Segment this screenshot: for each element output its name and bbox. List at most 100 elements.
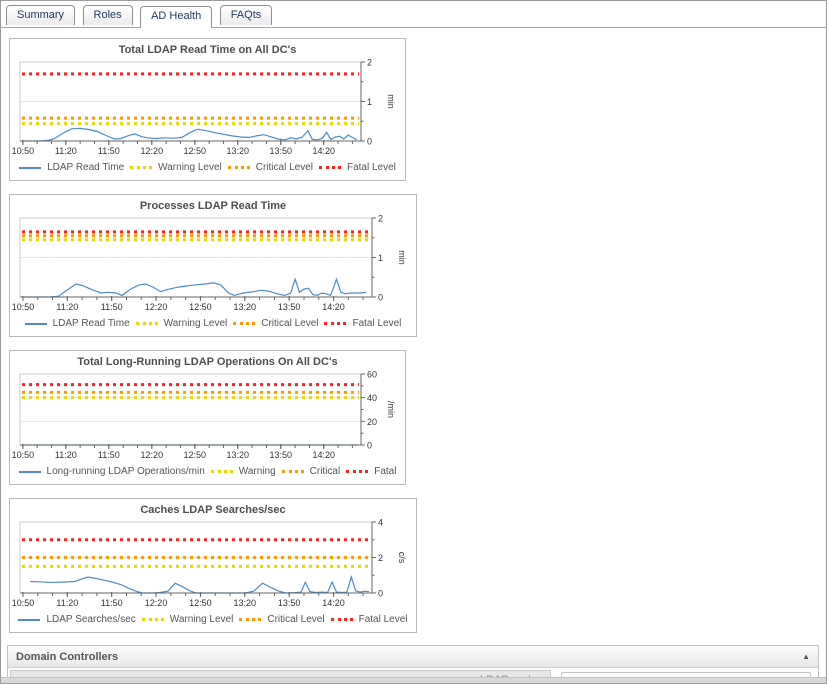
chart-title: Processes LDAP Read Time (10, 200, 416, 212)
svg-text:13:50: 13:50 (278, 302, 301, 312)
charts-grid: Total LDAP Read Time on All DC's 0 1 2 min 1… (1, 28, 826, 633)
svg-text:11:20: 11:20 (56, 302, 78, 312)
svg-text:min: min (397, 250, 406, 265)
svg-text:11:20: 11:20 (56, 598, 78, 608)
svg-text:4: 4 (378, 518, 383, 528)
chart-plot: 024c/s10:5011:2011:5012:2012:5013:2013:5… (10, 517, 416, 614)
legend-line-sample (25, 323, 47, 325)
svg-text:10:50: 10:50 (12, 450, 35, 460)
svg-text:2: 2 (378, 214, 383, 224)
svg-text:13:20: 13:20 (227, 146, 250, 156)
svg-text:40: 40 (367, 393, 377, 403)
svg-text:14:20: 14:20 (322, 598, 345, 608)
legend-dots-sample (136, 322, 158, 325)
chart-plot: 0204060/min10:5011:2011:5012:2012:5013:2… (10, 369, 405, 466)
legend-label: LDAP Read Time (47, 162, 124, 173)
legend-dots-sample (211, 470, 233, 473)
svg-text:c/s: c/s (397, 552, 406, 564)
legend-dots-sample (346, 470, 368, 473)
svg-text:12:20: 12:20 (145, 598, 168, 608)
svg-text:10:50: 10:50 (12, 146, 35, 156)
legend-label: Fatal Level (347, 162, 396, 173)
legend-dots-sample (228, 166, 250, 169)
legend-label: Fatal Level (352, 318, 401, 329)
window-bottom-edge (1, 677, 826, 683)
svg-text:11:50: 11:50 (101, 598, 123, 608)
chart-legend: LDAP Searches/sec Warning Level Critical L… (10, 614, 416, 625)
legend-label: LDAP Searches/sec (46, 614, 135, 625)
legend-dots-sample (233, 322, 255, 325)
svg-text:11:20: 11:20 (55, 146, 77, 156)
svg-text:10:50: 10:50 (12, 302, 35, 312)
panel-title: Domain Controllers (16, 651, 118, 663)
svg-text:0: 0 (378, 589, 383, 599)
tab-faqts[interactable]: FAQts (220, 5, 273, 25)
legend-label: Warning Level (158, 162, 222, 173)
chart-legend: LDAP Read TimeWarning LevelCritical Leve… (10, 318, 416, 329)
app-window: Summary Roles AD Health FAQts Total LDAP… (0, 0, 827, 684)
svg-text:13:20: 13:20 (234, 302, 257, 312)
legend-line-sample (19, 167, 41, 169)
legend-dots-sample (130, 166, 152, 169)
tab-roles[interactable]: Roles (83, 5, 133, 25)
svg-text:12:50: 12:50 (189, 302, 212, 312)
tab-summary[interactable]: Summary (6, 5, 75, 25)
legend-dots-sample (319, 166, 341, 169)
svg-text:min: min (386, 94, 395, 109)
svg-text:13:20: 13:20 (234, 598, 257, 608)
svg-text:10:50: 10:50 (12, 598, 35, 608)
tab-ad-health[interactable]: AD Health (140, 6, 212, 28)
svg-text:14:20: 14:20 (322, 302, 345, 312)
collapse-panel-icon[interactable]: ▲ (802, 652, 810, 661)
svg-text:2: 2 (367, 58, 372, 68)
svg-text:60: 60 (367, 370, 377, 380)
svg-text:13:50: 13:50 (269, 146, 292, 156)
legend-label: Warning Level (170, 614, 234, 625)
legend-dots-sample (142, 618, 164, 621)
legend-label: Critical Level (267, 614, 324, 625)
svg-text:11:50: 11:50 (98, 450, 120, 460)
svg-text:12:50: 12:50 (184, 146, 207, 156)
legend-label: Critical Level (256, 162, 313, 173)
svg-text:14:20: 14:20 (312, 146, 335, 156)
svg-text:0: 0 (367, 441, 372, 451)
tab-bar: Summary Roles AD Health FAQts (1, 1, 826, 28)
svg-text:14:20: 14:20 (312, 450, 335, 460)
legend-dots-sample (239, 618, 261, 621)
svg-text:1: 1 (367, 97, 372, 107)
svg-text:2: 2 (378, 553, 383, 563)
chart-processes-ldap-read-time: Processes LDAP Read Time 0 1 2 min 10:50 11:2… (9, 194, 417, 337)
svg-text:20: 20 (367, 417, 377, 427)
chart-plot: 0 1 2 min 10:50 11:20 11:50 12:20 12:50 13:20 13:5… (10, 213, 416, 318)
svg-text:0: 0 (367, 137, 372, 147)
svg-text:11:50: 11:50 (101, 302, 123, 312)
legend-line-sample (18, 619, 40, 621)
legend-label: Warning Level (164, 318, 228, 329)
legend-dots-sample (331, 618, 353, 621)
chart-total-ldap-read-time: Total LDAP Read Time on All DC's 0 1 2 min 1… (9, 38, 406, 181)
svg-text:/min: /min (386, 401, 395, 418)
svg-text:12:50: 12:50 (184, 450, 207, 460)
legend-label: Fatal (374, 466, 396, 477)
legend-label: Critical (310, 466, 341, 477)
chart-caches-ldap-searches: Caches LDAP Searches/sec 024c/s10:5011:2… (9, 498, 417, 633)
legend-dots-sample (324, 322, 346, 325)
svg-text:13:50: 13:50 (269, 450, 292, 460)
svg-text:13:50: 13:50 (278, 598, 301, 608)
svg-text:13:20: 13:20 (227, 450, 250, 460)
chart-title: Total LDAP Read Time on All DC's (10, 44, 405, 56)
legend-label: Warning (239, 466, 276, 477)
legend-label: Fatal Level (359, 614, 408, 625)
chart-plot: 012min10:5011:2011:5012:2012:5013:2013:5… (10, 57, 405, 162)
legend-label: LDAP Read Time (53, 318, 130, 329)
chart-legend: Long-running LDAP Operations/min Warning C… (10, 466, 405, 477)
svg-text:1: 1 (378, 253, 383, 263)
chart-long-running-ldap-operations: Total Long-Running LDAP Operations On Al… (9, 350, 406, 485)
svg-text:0: 0 (378, 293, 383, 303)
legend-line-sample (19, 471, 41, 473)
svg-text:12:20: 12:20 (141, 146, 164, 156)
legend-label: Long-running LDAP Operations/min (47, 466, 205, 477)
svg-text:12:20: 12:20 (145, 302, 168, 312)
chart-legend: LDAP Read Time Warning Level Critical Leve… (10, 162, 405, 173)
panel-header: Domain Controllers ▲ (8, 646, 818, 668)
